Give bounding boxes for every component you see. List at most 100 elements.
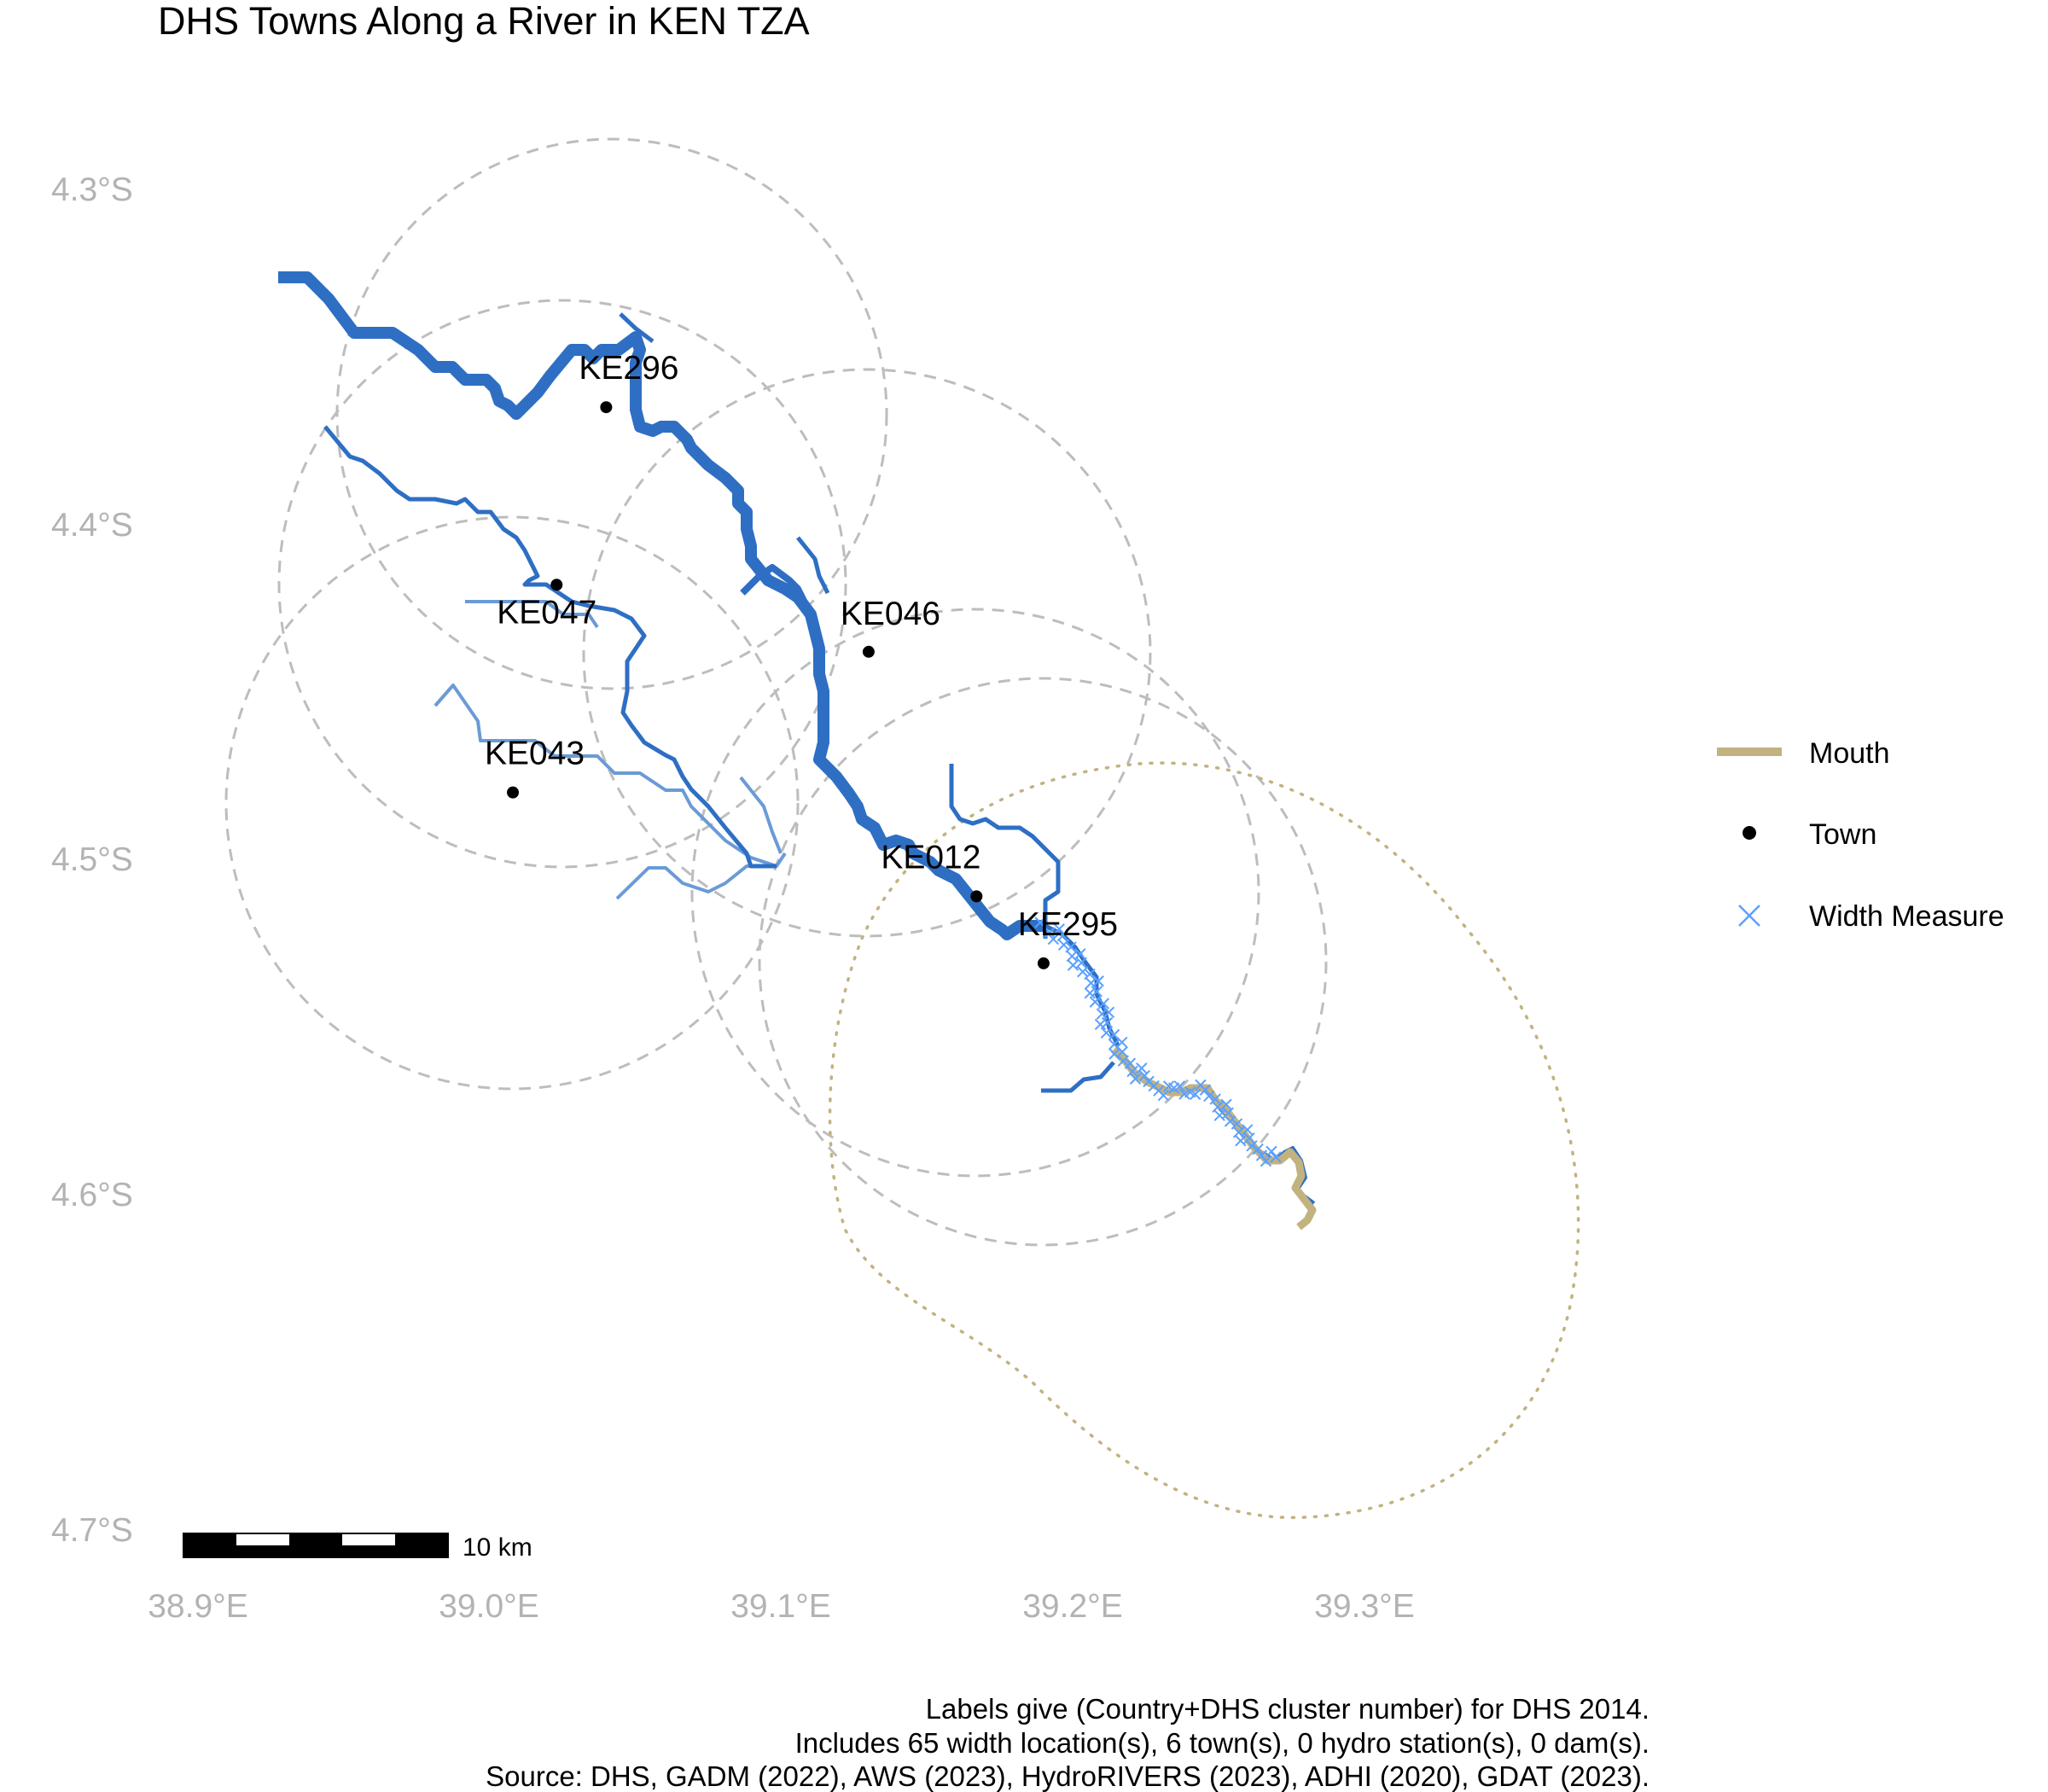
lat-tick: 4.5°S: [51, 841, 133, 878]
lat-tick: 4.7°S: [51, 1512, 133, 1549]
river-branch: [740, 564, 810, 608]
width-measure-point: [1044, 927, 1056, 939]
legend-label-town: Town: [1809, 818, 1876, 851]
caption-line: Includes 65 width location(s), 6 town(s)…: [795, 1727, 1649, 1759]
width-measure-point: [1096, 1008, 1108, 1020]
width-measure-point: [1222, 1107, 1234, 1119]
caption-line: Source: DHS, GADM (2022), AWS (2023), Hy…: [486, 1760, 1649, 1792]
width-measure-point: [1091, 986, 1103, 998]
tributaries-light: [433, 600, 787, 900]
buffer-circle: [582, 368, 1152, 938]
width-measure-point: [1231, 1118, 1243, 1130]
legend-town-swatch: [1743, 826, 1756, 840]
width-measure-point: [1252, 1143, 1264, 1155]
width-measure-point: [1116, 1036, 1128, 1049]
town-point: [507, 786, 520, 799]
width-measure-point: [1053, 923, 1065, 935]
legend-label-width-measure: Width Measure: [1809, 900, 2004, 933]
towns: KE296 KE047 KE046 KE043 KE012 KE295: [485, 350, 1118, 969]
width-measure-point: [1077, 966, 1089, 978]
width-measure-point: [1199, 1084, 1212, 1096]
width-measure-point: [1034, 916, 1046, 928]
width-measure-point: [1136, 1062, 1148, 1074]
legend: Mouth Town Width Measure: [1717, 737, 2004, 933]
town-point: [862, 645, 875, 658]
width-measure-point: [1157, 1090, 1170, 1102]
tributary: [739, 776, 783, 854]
scale-bar: 10 km: [183, 1533, 532, 1562]
main-river: [278, 271, 1045, 940]
width-measure-point: [1260, 1155, 1272, 1167]
width-measure-point: [1265, 1145, 1277, 1158]
lat-axis: 4.3°S 4.4°S 4.5°S 4.6°S 4.7°S: [51, 172, 133, 1549]
width-measures: [1034, 916, 1282, 1167]
lat-tick: 4.3°S: [51, 172, 133, 208]
lon-tick: 39.1°E: [730, 1588, 831, 1625]
width-measure-point: [1126, 1065, 1138, 1078]
width-measure-point: [1235, 1135, 1247, 1147]
width-measure-point: [1232, 1126, 1245, 1138]
tributary: [433, 684, 787, 868]
scale-bar-segment: [236, 1545, 289, 1557]
width-measure-point: [1085, 977, 1097, 989]
river-branch: [619, 312, 655, 343]
width-measure-point: [1103, 1006, 1115, 1019]
width-measure-point: [1047, 933, 1060, 945]
width-measure-point: [1212, 1101, 1224, 1114]
width-measure-point: [1243, 1132, 1255, 1144]
tributary-east: [949, 764, 1061, 939]
lat-tick: 4.6°S: [51, 1177, 133, 1213]
town-point: [1037, 957, 1050, 969]
width-measure-point: [1255, 1149, 1268, 1161]
buffer-circle: [224, 515, 800, 1091]
mouth-buffer: [828, 761, 1580, 1520]
width-measure-point: [1089, 996, 1102, 1008]
width-measure-point: [1138, 1069, 1150, 1082]
scale-bar-segment: [395, 1533, 448, 1557]
width-measure-point: [1173, 1080, 1186, 1092]
tributary: [465, 600, 599, 629]
caption-line: Labels give (Country+DHS cluster number)…: [926, 1693, 1649, 1725]
width-measure-point: [1057, 939, 1070, 951]
buffer-circle: [690, 608, 1260, 1178]
width-measure-point: [1190, 1088, 1201, 1101]
width-measure-point: [1213, 1109, 1225, 1121]
width-measure-point: [1203, 1090, 1215, 1103]
lon-tick: 39.0°E: [439, 1588, 539, 1625]
town-label: KE295: [1018, 906, 1118, 943]
lon-axis: 38.9°E 39.0°E 39.1°E 39.2°E 39.3°E: [148, 1588, 1415, 1625]
tributary-west: [323, 425, 777, 869]
town-label: KE296: [579, 350, 678, 387]
tributary: [615, 864, 768, 900]
town-label: KE012: [881, 839, 980, 876]
buffer-circle: [758, 677, 1328, 1247]
map-title: DHS Towns Along a River in KEN TZA: [158, 0, 810, 43]
caption: Labels give (Country+DHS cluster number)…: [486, 1693, 1649, 1792]
town-label: KE043: [485, 736, 585, 772]
width-measure-point: [1270, 1151, 1282, 1163]
town-point: [600, 401, 613, 414]
scale-bar-label: 10 km: [463, 1533, 532, 1562]
lon-tick: 39.2°E: [1022, 1588, 1123, 1625]
scale-bar-segment: [342, 1545, 395, 1557]
width-measure-point: [1242, 1124, 1254, 1136]
town-point: [970, 890, 983, 903]
width-measure-point: [1124, 1057, 1137, 1069]
width-measure-point: [1094, 1018, 1107, 1031]
tributary-southeast: [1041, 1061, 1115, 1093]
town-point: [550, 579, 563, 591]
width-measure-point: [1101, 1016, 1114, 1029]
lat-tick: 4.4°S: [51, 507, 133, 544]
width-measure-point: [1100, 1027, 1113, 1039]
river-branch: [796, 536, 830, 595]
estuary-upper: [1044, 923, 1120, 1047]
width-measure-point: [1143, 1075, 1155, 1088]
width-measure-point: [1067, 959, 1079, 971]
width-measure-point: [1129, 1073, 1142, 1085]
river-network: [278, 271, 1316, 1205]
width-measure-point: [1084, 987, 1096, 999]
town-buffers: [224, 137, 1328, 1247]
buffer-circle: [277, 299, 847, 869]
scale-bar-segment: [289, 1533, 342, 1557]
